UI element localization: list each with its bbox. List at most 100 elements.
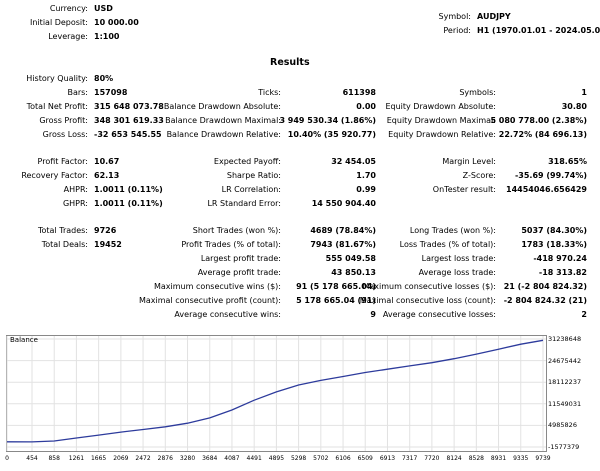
x-tick-label: 8124	[446, 455, 462, 462]
stat-label-right: Average consecutive losses:	[382, 310, 496, 319]
stat-value-right: 22.72% (84 696.13)	[498, 130, 587, 139]
stat-value-left: 9726	[94, 226, 117, 235]
stat-value-left: 1.0011 (0.11%)	[94, 185, 163, 194]
stat-label-middle: Profit Trades (% of total):	[181, 240, 281, 249]
stat-label-right: Z-Score:	[462, 171, 496, 180]
leverage-label: Leverage:	[48, 32, 88, 41]
stat-value-right: 1783 (18.33%)	[521, 240, 587, 249]
stat-value-right: -418 970.24	[533, 254, 587, 263]
stat-value-middle: 3 949 530.34 (1.86%)	[279, 116, 376, 125]
stat-value-left: 80%	[94, 74, 114, 83]
stat-value-left: 348 301 619.33	[94, 116, 164, 125]
stat-value-middle: 91 (5 178 665.04)	[296, 282, 376, 291]
y-tick-label: 31238648	[548, 335, 582, 343]
stat-value-middle: 43 850.13	[331, 268, 376, 277]
stat-value-right: 30.80	[561, 102, 587, 111]
stat-label-left: Gross Profit:	[39, 116, 88, 125]
stat-value-left: 62.13	[94, 171, 120, 180]
stat-label-middle: Maximal consecutive profit (count):	[138, 296, 281, 305]
x-tick-label: 858	[48, 455, 60, 462]
stat-label-left: Bars:	[67, 88, 88, 97]
results-title: Results	[270, 57, 310, 68]
x-tick-label: 1665	[90, 455, 107, 462]
x-tick-label: 8931	[490, 455, 507, 462]
x-tick-label: 2472	[135, 455, 151, 462]
x-tick-label: 4087	[224, 455, 240, 462]
x-tick-label: 2069	[113, 455, 129, 462]
x-tick-label: 0	[5, 455, 9, 462]
y-tick-label: 18112237	[548, 378, 582, 387]
balance-line	[6, 339, 544, 443]
x-tick-label: 3684	[202, 455, 218, 462]
currency-label: Currency:	[49, 4, 88, 13]
y-tick-label: 24675442	[548, 356, 582, 365]
stat-label-middle: Balance Drawdown Maximal:	[165, 116, 281, 125]
stat-label-right: Equity Drawdown Absolute:	[385, 102, 496, 111]
stat-value-left: 10.67	[94, 157, 120, 166]
stat-value-right: -2 804 824.32 (21)	[503, 296, 587, 305]
stat-value-middle: 0.00	[356, 102, 376, 111]
stat-value-middle: 0.99	[356, 185, 376, 194]
y-tick-label: 4985826	[548, 421, 577, 430]
stat-value-right: 2	[581, 310, 587, 319]
stat-value-right: -18 313.82	[538, 268, 587, 277]
stat-label-left: History Quality:	[26, 74, 88, 83]
stat-label-middle: Short Trades (won %):	[192, 226, 281, 235]
stat-label-left: Gross Loss:	[42, 130, 88, 139]
x-tick-label: 8528	[468, 455, 484, 462]
stat-label-middle: Ticks:	[258, 88, 281, 97]
stat-label-right: Equity Drawdown Maximal:	[386, 116, 496, 125]
stat-value-middle: 32 454.05	[331, 157, 376, 166]
stat-value-middle: 10.40% (35 920.77)	[287, 130, 376, 139]
period-value: H1 (1970.01.01 - 2024.05.05)	[477, 26, 600, 35]
stat-value-left: 1.0011 (0.11%)	[94, 199, 163, 208]
stat-value-middle: 4689 (78.84%)	[310, 226, 376, 235]
stat-value-left: 157098	[94, 88, 128, 97]
y-tick-label: 11549031	[548, 399, 582, 408]
stat-label-left: Total Trades:	[38, 226, 88, 235]
stat-label-right: Long Trades (won %):	[409, 226, 496, 235]
stat-value-right: 21 (-2 804 824.32)	[503, 282, 587, 291]
stat-label-right: Symbols:	[459, 88, 496, 97]
period-label: Period:	[443, 26, 471, 35]
stat-label-left: Recovery Factor:	[21, 171, 88, 180]
stat-value-right: 318.65%	[548, 157, 587, 166]
symbol-value: AUDJPY	[477, 12, 511, 21]
stat-value-right: -35.69 (99.74%)	[514, 171, 587, 180]
x-tick-label: 2876	[157, 455, 173, 462]
stat-label-left: Total Net Profit:	[26, 102, 88, 111]
y-tick-label: -1577379	[548, 443, 580, 451]
stat-value-right: 5037 (84.30%)	[521, 226, 587, 235]
stat-value-right: 5 080 778.00 (2.38%)	[490, 116, 587, 125]
x-tick-label: 6913	[379, 455, 396, 462]
symbol-label: Symbol:	[438, 12, 472, 21]
stat-value-middle: 555 049.58	[325, 254, 376, 263]
x-tick-label: 5702	[313, 455, 329, 462]
x-tick-label: 1261	[68, 455, 85, 462]
balance-chart-svg	[6, 335, 547, 452]
chart-grid	[6, 336, 546, 451]
stat-label-middle: LR Correlation:	[221, 185, 281, 194]
stat-label-middle: Sharpe Ratio:	[226, 171, 281, 180]
stat-label-middle: Balance Drawdown Relative:	[166, 130, 281, 139]
stat-value-middle: 611398	[342, 88, 376, 97]
x-tick-label: 7720	[424, 455, 440, 462]
x-tick-label: 3280	[179, 455, 196, 462]
stat-label-left: Total Deals:	[41, 240, 88, 249]
stat-label-left: GHPR:	[62, 199, 88, 208]
stat-value-middle: 14 550 904.40	[311, 199, 376, 208]
stat-label-left: Profit Factor:	[37, 157, 88, 166]
x-tick-label: 5298	[290, 455, 307, 462]
x-tick-label: 9335	[513, 455, 529, 462]
stat-value-middle: 1.70	[356, 171, 376, 180]
stat-label-middle: Average profit trade:	[197, 268, 281, 277]
stat-label-right: Maximum consecutive losses ($):	[362, 282, 496, 291]
stat-label-right: Loss Trades (% of total):	[399, 240, 496, 249]
stat-value-right: 1	[581, 88, 587, 97]
currency-value: USD	[94, 4, 113, 13]
x-tick-label: 6509	[357, 455, 373, 462]
stat-label-right: Average loss trade:	[418, 268, 496, 277]
x-tick-label: 9739	[535, 455, 551, 462]
stat-label-middle: Balance Drawdown Absolute:	[163, 102, 281, 111]
stat-value-left: -32 653 545.55	[94, 130, 162, 139]
